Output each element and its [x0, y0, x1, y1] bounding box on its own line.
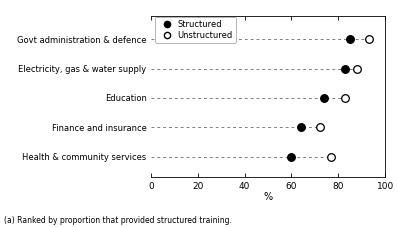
Point	[342, 67, 349, 70]
Point	[321, 96, 328, 100]
Point	[328, 155, 334, 158]
Point	[347, 37, 353, 41]
Legend: Structured, Unstructured: Structured, Unstructured	[155, 17, 236, 43]
Text: (a) Ranked by proportion that provided structured training.: (a) Ranked by proportion that provided s…	[4, 216, 232, 225]
Point	[298, 126, 304, 129]
Point	[288, 155, 295, 158]
X-axis label: %: %	[264, 192, 272, 202]
Point	[316, 126, 323, 129]
Point	[366, 37, 372, 41]
Point	[342, 96, 349, 100]
Point	[354, 67, 360, 70]
